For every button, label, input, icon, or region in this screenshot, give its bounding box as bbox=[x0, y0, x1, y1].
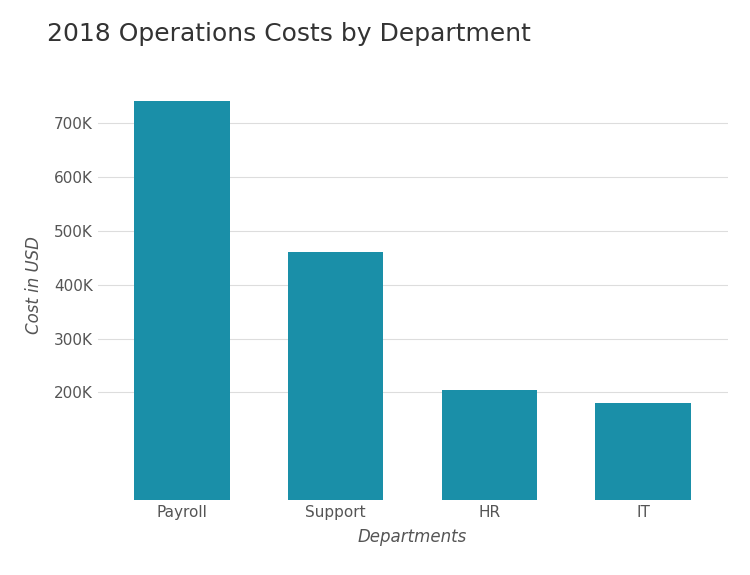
Bar bbox=[596, 403, 691, 500]
Y-axis label: Cost in USD: Cost in USD bbox=[25, 236, 43, 334]
Text: 2018 Operations Costs by Department: 2018 Operations Costs by Department bbox=[47, 22, 531, 46]
Bar bbox=[134, 101, 230, 500]
Bar bbox=[442, 390, 537, 500]
Bar bbox=[288, 252, 383, 500]
X-axis label: Departments: Departments bbox=[358, 528, 467, 546]
